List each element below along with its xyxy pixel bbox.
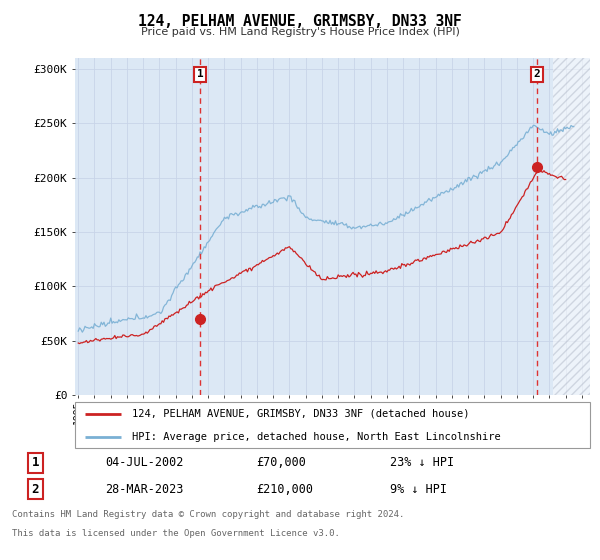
- Text: £210,000: £210,000: [256, 483, 313, 496]
- Text: HPI: Average price, detached house, North East Lincolnshire: HPI: Average price, detached house, Nort…: [131, 432, 500, 441]
- FancyBboxPatch shape: [75, 402, 590, 448]
- Text: 2: 2: [533, 69, 540, 80]
- Text: 2: 2: [32, 483, 39, 496]
- Bar: [553, 58, 590, 395]
- Text: £70,000: £70,000: [256, 456, 307, 469]
- Text: 1: 1: [32, 456, 39, 469]
- Text: Price paid vs. HM Land Registry's House Price Index (HPI): Price paid vs. HM Land Registry's House …: [140, 27, 460, 37]
- Text: Contains HM Land Registry data © Crown copyright and database right 2024.: Contains HM Land Registry data © Crown c…: [12, 510, 404, 519]
- Text: This data is licensed under the Open Government Licence v3.0.: This data is licensed under the Open Gov…: [12, 529, 340, 538]
- Text: 124, PELHAM AVENUE, GRIMSBY, DN33 3NF: 124, PELHAM AVENUE, GRIMSBY, DN33 3NF: [138, 14, 462, 29]
- Text: 1: 1: [197, 69, 203, 80]
- Text: 124, PELHAM AVENUE, GRIMSBY, DN33 3NF (detached house): 124, PELHAM AVENUE, GRIMSBY, DN33 3NF (d…: [131, 408, 469, 418]
- Text: 9% ↓ HPI: 9% ↓ HPI: [391, 483, 448, 496]
- Text: 23% ↓ HPI: 23% ↓ HPI: [391, 456, 454, 469]
- Text: 28-MAR-2023: 28-MAR-2023: [105, 483, 184, 496]
- Text: 04-JUL-2002: 04-JUL-2002: [105, 456, 184, 469]
